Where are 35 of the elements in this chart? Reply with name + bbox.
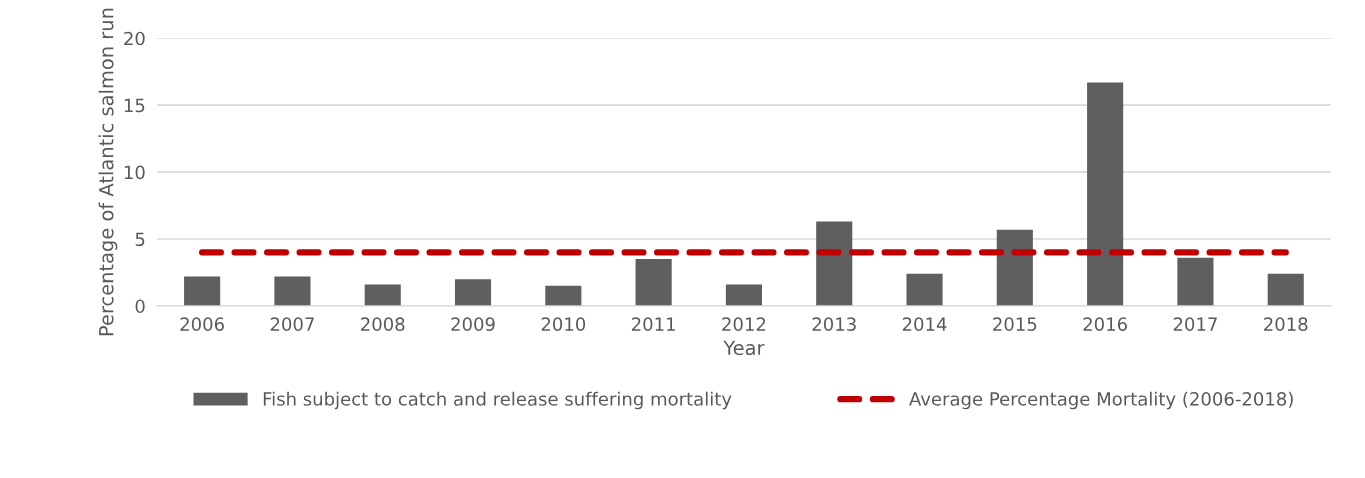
legend-label: Average Percentage Mortality (2006-2018) (909, 391, 1293, 410)
bar (816, 221, 853, 306)
y-tick-label: 5 (135, 232, 145, 247)
bar (454, 279, 492, 306)
bar (635, 259, 672, 306)
bar (1177, 257, 1214, 306)
bar (996, 229, 1033, 306)
bar (184, 276, 221, 306)
y-tick-label: 10 (124, 165, 145, 180)
y-tick-label: 0 (135, 299, 145, 314)
y-axis-title: Percentage of Atlantic salmon run (98, 8, 118, 336)
bar (545, 285, 582, 306)
x-tick-label: 2014 (902, 317, 947, 332)
x-tick-label: 2017 (1173, 317, 1217, 332)
y-tick-label: 20 (124, 31, 145, 46)
x-tick-label: 2009 (451, 317, 495, 332)
x-tick-label: 2011 (631, 317, 675, 332)
x-tick-label: 2007 (270, 317, 314, 332)
x-axis-title: Year (723, 340, 765, 356)
bar (906, 273, 943, 306)
x-tick-label: 2015 (993, 317, 1037, 332)
x-tick-label: 2006 (180, 317, 224, 332)
bar (1087, 82, 1124, 306)
bar (274, 276, 311, 306)
bar (1267, 273, 1304, 306)
x-tick-label: 2012 (722, 317, 766, 332)
x-tick-label: 2018 (1264, 317, 1308, 332)
bar (725, 284, 762, 306)
x-tick-label: 2008 (361, 317, 405, 332)
x-tick-label: 2010 (541, 317, 586, 332)
bar (364, 284, 401, 306)
legend-label: Fish subject to catch and release suffering mortality (263, 391, 732, 410)
y-tick-label: 15 (124, 98, 145, 113)
x-tick-label: 2016 (1083, 317, 1127, 332)
x-tick-label: 2013 (812, 317, 856, 332)
